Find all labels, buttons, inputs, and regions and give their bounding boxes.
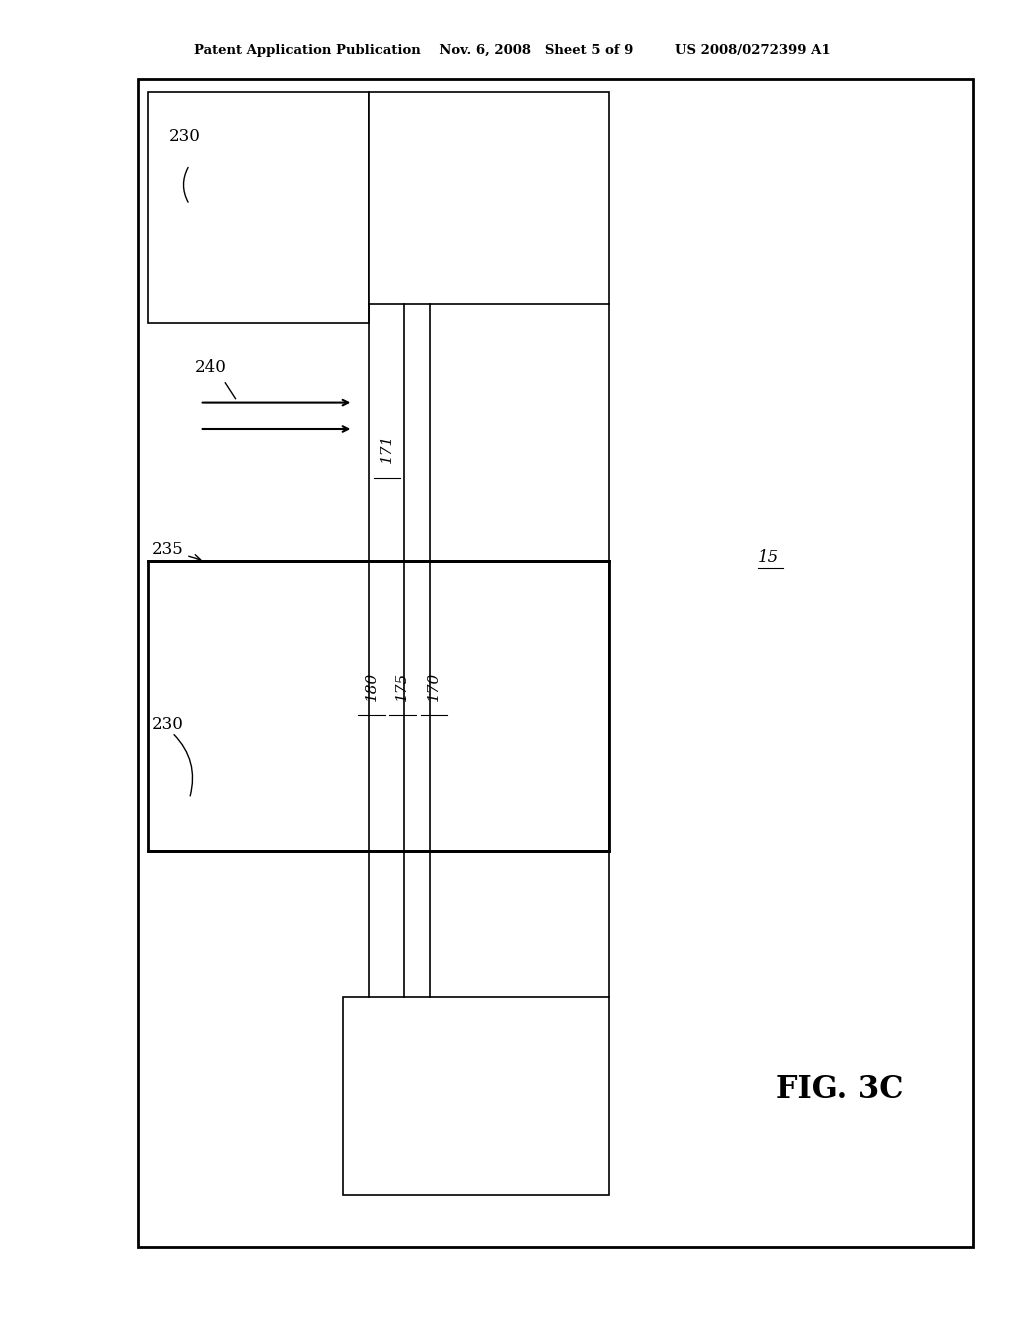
Text: Patent Application Publication    Nov. 6, 2008   Sheet 5 of 9         US 2008/02: Patent Application Publication Nov. 6, 2… [194,44,830,57]
Text: 170: 170 [427,672,441,701]
Text: 235: 235 [152,541,201,561]
Text: 230: 230 [169,128,201,145]
Text: FIG. 3C: FIG. 3C [776,1073,903,1105]
Text: 171: 171 [380,434,394,463]
Bar [148,561,609,851]
Bar [148,92,369,323]
Text: 175: 175 [395,672,410,701]
Bar [369,92,609,304]
Bar [138,79,973,1247]
Text: 180: 180 [365,672,379,701]
Text: 15: 15 [758,549,779,565]
Bar [343,997,609,1195]
Text: 240: 240 [195,359,226,376]
Text: 230: 230 [152,715,183,733]
